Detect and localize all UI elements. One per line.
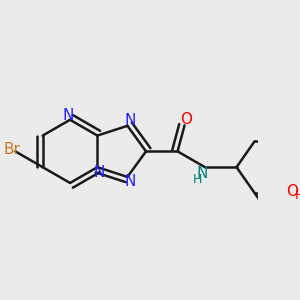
Text: O: O: [180, 112, 192, 128]
Text: O: O: [286, 184, 298, 199]
Text: N: N: [63, 108, 74, 123]
Text: N: N: [93, 165, 104, 180]
Text: N: N: [196, 166, 208, 181]
Text: N: N: [124, 113, 136, 128]
Text: H: H: [193, 173, 203, 186]
Text: Br: Br: [4, 142, 20, 158]
Text: N: N: [124, 174, 136, 189]
Text: H: H: [295, 189, 300, 202]
